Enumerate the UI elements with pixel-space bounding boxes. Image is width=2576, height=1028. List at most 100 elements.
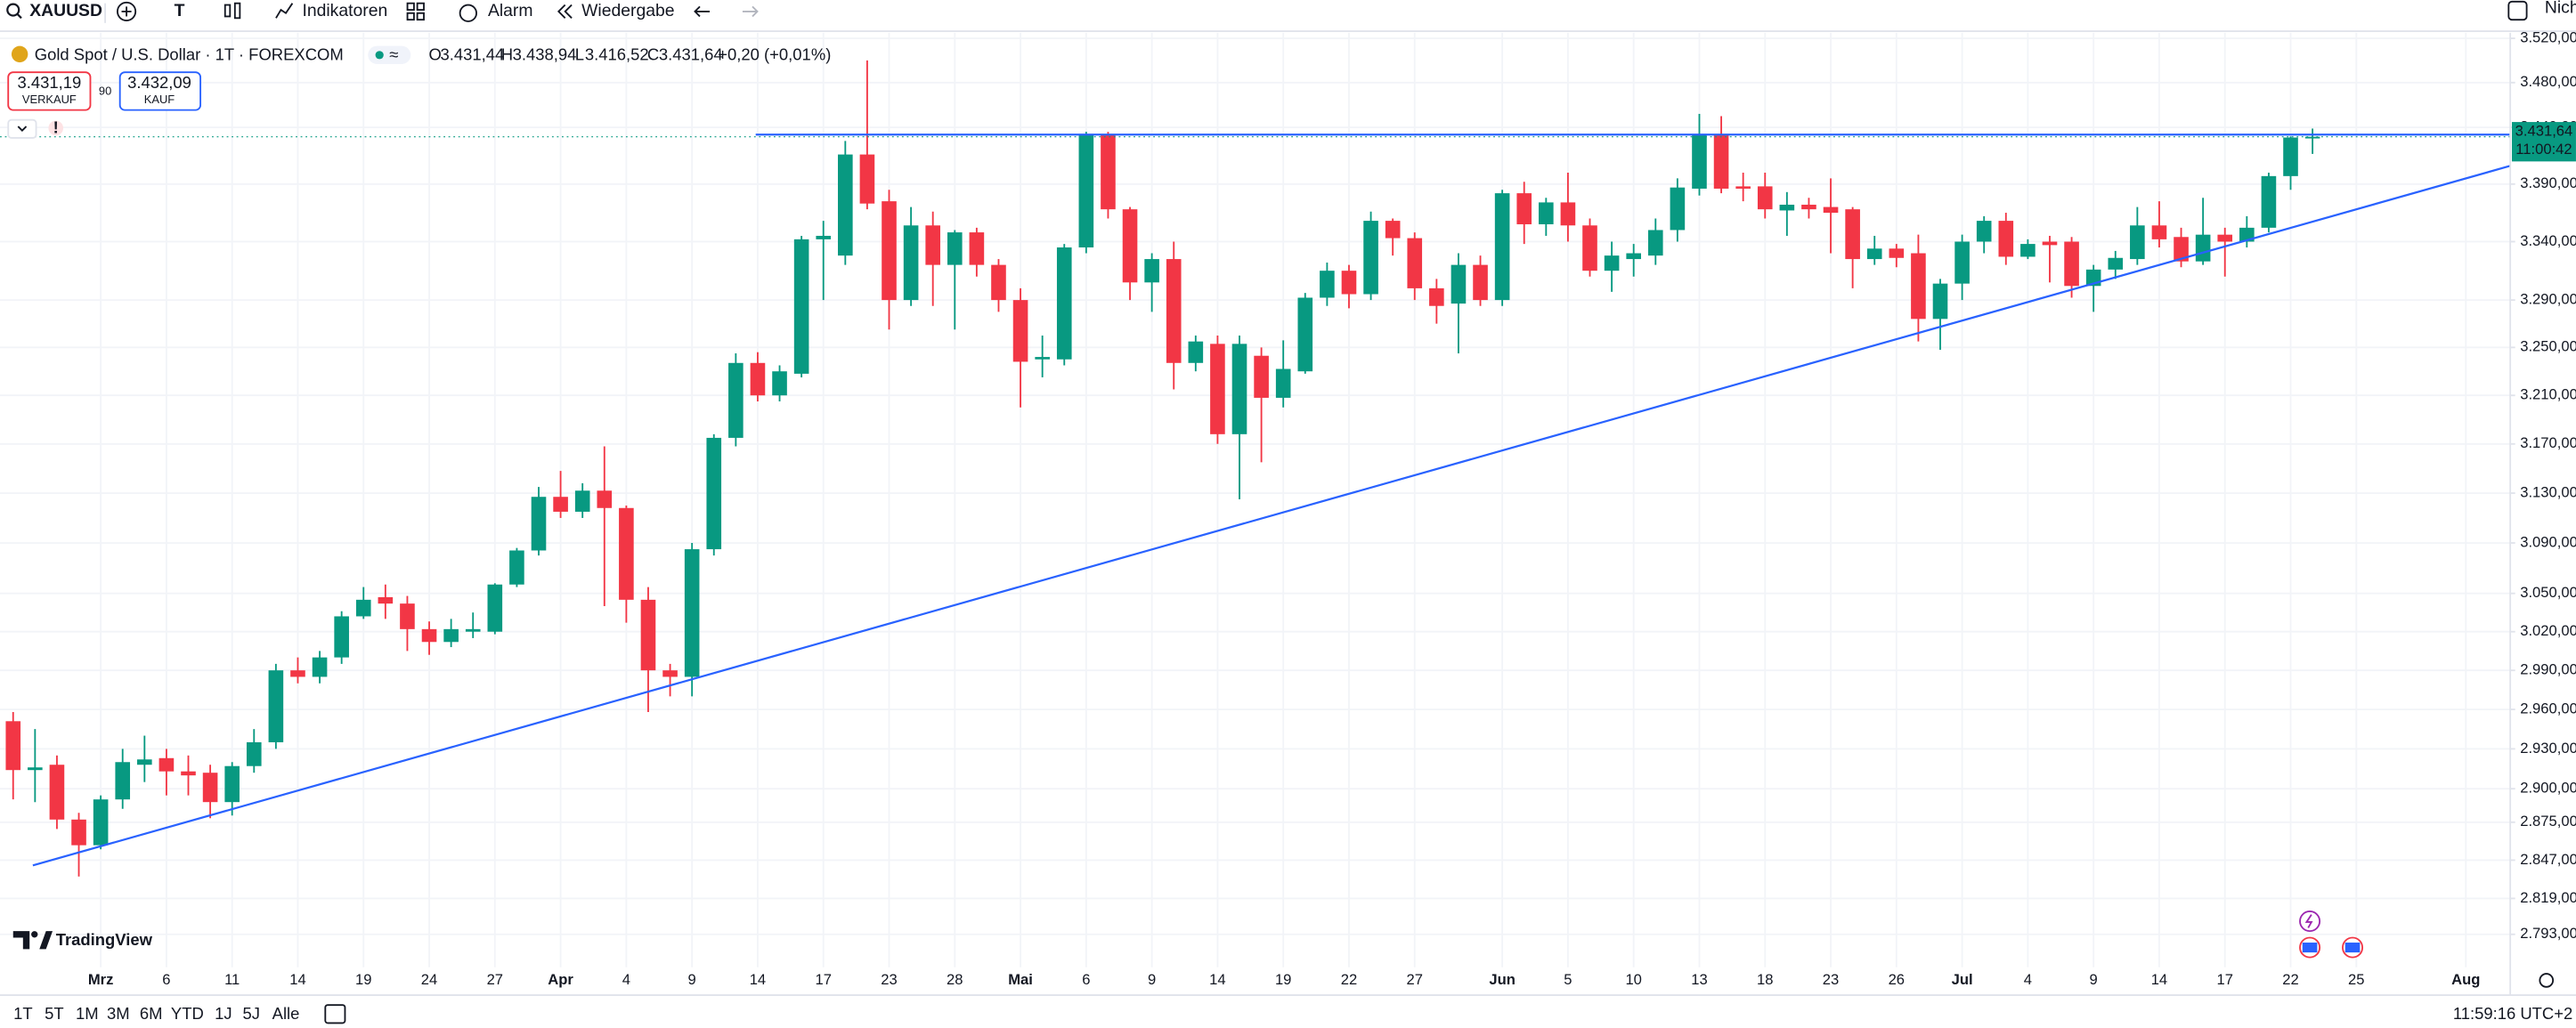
candle-body (1889, 248, 1905, 258)
y-tick-label: 3.290,00 (2520, 291, 2576, 308)
high-label: H (501, 45, 513, 64)
range-button[interactable]: 5T (45, 1004, 64, 1023)
search-icon[interactable] (6, 3, 20, 17)
status-icon: ≈ (389, 45, 398, 64)
range-button[interactable]: 1T (13, 1004, 33, 1023)
candle-body (355, 599, 371, 617)
range-button[interactable]: 5J (243, 1004, 260, 1023)
candle-body (531, 497, 547, 551)
candle-body (2239, 227, 2255, 242)
x-tick-label: Mai (1008, 971, 1033, 988)
logo (12, 931, 30, 950)
candle-body (509, 550, 524, 585)
candle-body (553, 497, 568, 512)
warning-icon[interactable] (48, 120, 64, 136)
candle-body (421, 628, 437, 643)
compare-button[interactable] (116, 1, 137, 21)
chart-type-icon[interactable] (223, 4, 232, 18)
x-tick-label: 17 (815, 971, 831, 988)
range-button[interactable]: 6M (140, 1004, 163, 1023)
redo-button[interactable] (742, 5, 759, 18)
candle-body (793, 239, 809, 374)
replay-button[interactable]: Wiedergabe (581, 1, 674, 20)
x-tick-label: 14 (2151, 971, 2167, 988)
candle-body (1188, 341, 1204, 363)
open-label: O (429, 45, 442, 64)
alarm-icon[interactable] (459, 4, 477, 22)
undo-button[interactable] (694, 5, 711, 18)
date-range-button[interactable] (324, 1004, 346, 1024)
checkbox[interactable] (2507, 0, 2528, 21)
candle-body (1144, 259, 1159, 283)
sell-button[interactable] (7, 71, 92, 111)
candle-body (2304, 136, 2320, 139)
trend-line[interactable] (32, 165, 2511, 867)
candle-body (1779, 204, 1795, 211)
x-tick-label: Apr (548, 971, 573, 988)
candle-body (1823, 206, 1839, 214)
candle-body (750, 362, 766, 396)
settings-icon[interactable] (2539, 973, 2555, 988)
search-icon (16, 12, 22, 20)
x-tick-label: 11 (224, 971, 240, 988)
candle-body (378, 596, 394, 604)
candles (0, 60, 2511, 877)
x-tick-label: 9 (2090, 971, 2098, 988)
indicators-icon[interactable] (275, 3, 294, 19)
x-tick-label: 23 (1823, 971, 1839, 988)
candle-body (1035, 357, 1050, 360)
candle-body (268, 670, 284, 742)
range-button[interactable]: 1M (76, 1004, 99, 1023)
x-tick-label: Mrz (88, 971, 114, 988)
sell-price: 3.431,19 (17, 73, 81, 92)
x-tick-label: 18 (1757, 971, 1773, 988)
collapse-button[interactable] (7, 118, 37, 139)
x-tick-label: 25 (2348, 971, 2364, 988)
layout-icon[interactable] (406, 2, 415, 11)
range-button[interactable]: Alle (272, 1004, 300, 1023)
candle-body (1626, 253, 1641, 260)
x-tick-label: 14 (289, 971, 305, 988)
x-tick-label: Jul (1952, 971, 1973, 988)
indicators-button[interactable]: Indikatoren (302, 1, 387, 20)
y-tick-label: 3.390,00 (2520, 174, 2576, 191)
buy-button[interactable] (118, 71, 202, 111)
alert-button[interactable]: Alarm (488, 1, 533, 20)
countdown: 11:00:42 (2515, 141, 2572, 158)
replay-icon[interactable] (557, 4, 566, 19)
candle-body (925, 225, 940, 265)
low-label: L (575, 45, 584, 64)
candle-body (2108, 257, 2124, 270)
y-tick-label: 2.875,00 (2520, 813, 2576, 830)
candle-body (202, 773, 218, 803)
x-tick-label: 10 (1625, 971, 1641, 988)
candle-body (1231, 344, 1247, 434)
candle-body (1692, 134, 1707, 189)
layout-icon (416, 12, 425, 21)
grid (0, 32, 2511, 967)
candle-body (2020, 244, 2036, 257)
candle-body (312, 657, 328, 677)
x-tick-label: 24 (421, 971, 437, 988)
candle-body (181, 771, 196, 776)
clock[interactable]: 11:59:16 UTC+2 (2453, 1004, 2572, 1023)
symbol[interactable]: XAUUSD (29, 1, 102, 20)
status-pill[interactable] (368, 45, 411, 64)
candle-body (2195, 234, 2211, 262)
candle-body (2151, 225, 2167, 239)
price-label-box (2512, 122, 2576, 162)
layout-icon (416, 2, 425, 11)
x-tick-label: 26 (1889, 971, 1905, 988)
range-button[interactable]: 1J (215, 1004, 232, 1023)
candle-body (115, 762, 131, 800)
toolbar-right[interactable]: Nicht (2545, 0, 2576, 17)
candle-body (1998, 221, 2014, 257)
range-button[interactable]: 3M (107, 1004, 130, 1023)
y-tick-label: 2.847,00 (2520, 851, 2576, 868)
candle-body (465, 628, 481, 632)
text-tool[interactable]: T (175, 1, 185, 20)
range-button[interactable]: YTD (171, 1004, 204, 1023)
y-tick-label: 3.340,00 (2520, 232, 2576, 249)
watermark: TradingView (56, 930, 153, 949)
candle-body (684, 549, 700, 677)
